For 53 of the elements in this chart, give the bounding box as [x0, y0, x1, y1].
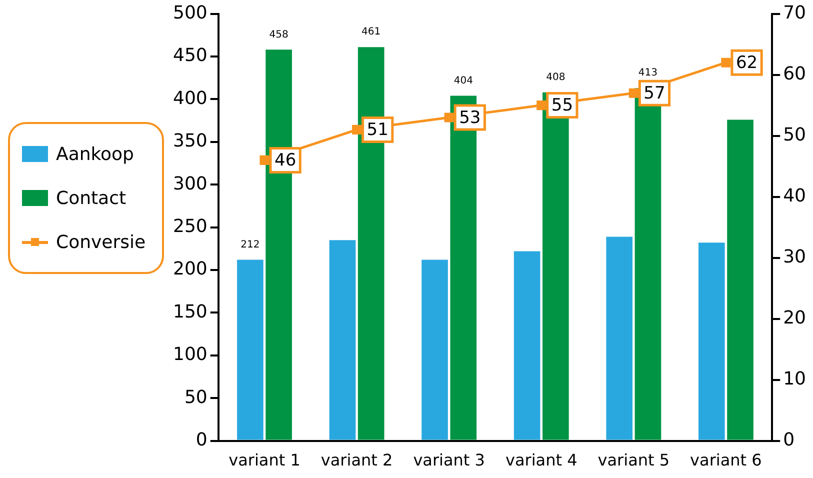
y-tick-label: 450 — [172, 45, 208, 66]
data-label: 51 — [366, 120, 388, 140]
y2-tick-label: 60 — [783, 63, 806, 84]
y2-tick-label: 0 — [783, 429, 795, 450]
y-tick-label: 500 — [172, 2, 208, 24]
bar — [698, 242, 725, 440]
data-label: 461 — [362, 26, 381, 38]
data-label: 413 — [638, 68, 658, 79]
y-tick-label: 0 — [196, 429, 208, 450]
point — [721, 58, 731, 68]
data-label: 212 — [240, 239, 260, 250]
y-tick-label: 350 — [172, 130, 208, 152]
y2-tick-label: 40 — [783, 185, 806, 206]
y-tick-label: 400 — [172, 88, 208, 109]
point — [536, 100, 546, 110]
x-tick-label: variant 4 — [505, 450, 578, 470]
x-tick-label: variant 5 — [598, 450, 670, 470]
data-label: 62 — [736, 53, 758, 74]
bar — [422, 260, 448, 440]
legend-label: Aankoop — [56, 144, 134, 164]
data-label: 458 — [269, 29, 288, 40]
legend-label: Contact — [56, 188, 126, 208]
point — [352, 124, 362, 134]
data-label: 46 — [274, 150, 296, 171]
point — [260, 155, 270, 165]
x-tick-label: variant 1 — [228, 450, 300, 470]
y-tick-label: 200 — [172, 258, 208, 280]
y-tick-label: 150 — [172, 301, 208, 322]
y-tick-label: 100 — [172, 344, 208, 366]
x-tick-label: variant 3 — [413, 450, 485, 470]
bar — [237, 260, 264, 440]
x-tick-label: variant 2 — [320, 450, 393, 470]
y2-tick-label: 70 — [783, 2, 806, 24]
y-tick-label: 50 — [184, 386, 208, 408]
data-label: 408 — [546, 72, 566, 83]
data-label: 57 — [644, 84, 666, 104]
y2-tick-label: 30 — [783, 246, 806, 268]
x-tick-label: variant 6 — [690, 450, 762, 470]
data-label: 53 — [459, 108, 481, 128]
y-tick-label: 300 — [172, 173, 208, 194]
y2-tick-label: 10 — [783, 368, 806, 390]
bar — [329, 240, 356, 440]
point — [628, 88, 638, 98]
bar — [606, 236, 633, 440]
bar — [727, 120, 754, 440]
point — [444, 112, 454, 122]
legend-label: Conversie — [56, 232, 146, 252]
y2-tick-label: 50 — [783, 124, 806, 146]
data-label: 404 — [454, 75, 473, 86]
y2-tick-label: 20 — [783, 307, 806, 328]
y-tick-label: 250 — [172, 216, 208, 237]
data-label: 55 — [551, 96, 574, 116]
bar — [514, 251, 540, 440]
